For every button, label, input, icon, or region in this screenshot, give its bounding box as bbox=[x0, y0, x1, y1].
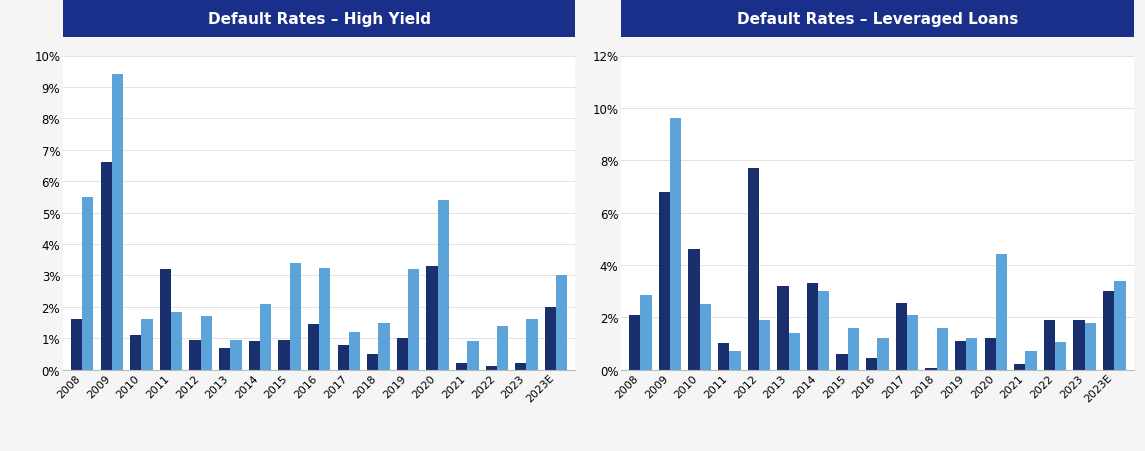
Bar bbox=[556, 276, 568, 370]
Bar bbox=[688, 250, 700, 370]
Bar bbox=[338, 345, 349, 370]
Bar bbox=[819, 291, 829, 370]
Bar bbox=[408, 270, 419, 370]
Text: Default Rates – High Yield: Default Rates – High Yield bbox=[207, 12, 431, 27]
Bar bbox=[700, 304, 711, 370]
Bar bbox=[368, 354, 378, 370]
Bar bbox=[729, 351, 741, 370]
Bar bbox=[456, 364, 467, 370]
Bar bbox=[1084, 323, 1096, 370]
Bar bbox=[71, 320, 82, 370]
Bar bbox=[278, 340, 290, 370]
Bar bbox=[1026, 351, 1036, 370]
Text: Default Rates – Leveraged Loans: Default Rates – Leveraged Loans bbox=[736, 12, 1018, 27]
Bar bbox=[1055, 342, 1066, 370]
Bar bbox=[527, 320, 538, 370]
Bar bbox=[1014, 364, 1026, 370]
Bar bbox=[200, 317, 212, 370]
Bar bbox=[877, 338, 889, 370]
Bar bbox=[230, 340, 242, 370]
Bar bbox=[1114, 281, 1126, 370]
Bar bbox=[670, 119, 681, 370]
Bar bbox=[248, 341, 260, 370]
Bar bbox=[82, 198, 94, 370]
Bar bbox=[142, 320, 152, 370]
Bar bbox=[397, 338, 408, 370]
Bar bbox=[718, 344, 729, 370]
Bar bbox=[485, 367, 497, 370]
Bar bbox=[789, 333, 799, 370]
Bar bbox=[907, 315, 918, 370]
Bar bbox=[131, 336, 142, 370]
Bar bbox=[759, 320, 771, 370]
Bar bbox=[925, 368, 937, 370]
Bar bbox=[319, 268, 331, 370]
Bar bbox=[101, 163, 112, 370]
Bar bbox=[437, 201, 449, 370]
Bar bbox=[160, 270, 171, 370]
Bar bbox=[996, 255, 1008, 370]
Bar bbox=[629, 315, 640, 370]
Bar bbox=[171, 312, 182, 370]
Bar bbox=[1044, 320, 1055, 370]
Bar bbox=[1103, 291, 1114, 370]
Bar bbox=[955, 341, 966, 370]
Bar bbox=[895, 303, 907, 370]
Bar bbox=[467, 341, 479, 370]
Bar bbox=[260, 304, 271, 370]
Bar bbox=[545, 307, 556, 370]
Bar bbox=[777, 286, 789, 370]
Bar bbox=[219, 348, 230, 370]
Bar bbox=[837, 354, 847, 370]
Bar bbox=[640, 295, 652, 370]
Bar bbox=[290, 263, 301, 370]
Bar bbox=[378, 323, 389, 370]
Bar bbox=[866, 358, 877, 370]
Bar bbox=[112, 75, 124, 370]
Bar bbox=[807, 284, 819, 370]
Bar bbox=[515, 364, 527, 370]
Bar bbox=[985, 338, 996, 370]
Bar bbox=[937, 328, 948, 370]
Bar bbox=[658, 192, 670, 370]
Bar bbox=[497, 326, 508, 370]
Bar bbox=[349, 332, 360, 370]
Bar bbox=[847, 328, 859, 370]
Bar bbox=[1073, 320, 1084, 370]
Bar bbox=[189, 340, 200, 370]
Bar bbox=[748, 169, 759, 370]
Bar bbox=[966, 338, 978, 370]
Bar bbox=[308, 324, 319, 370]
Bar bbox=[426, 267, 437, 370]
